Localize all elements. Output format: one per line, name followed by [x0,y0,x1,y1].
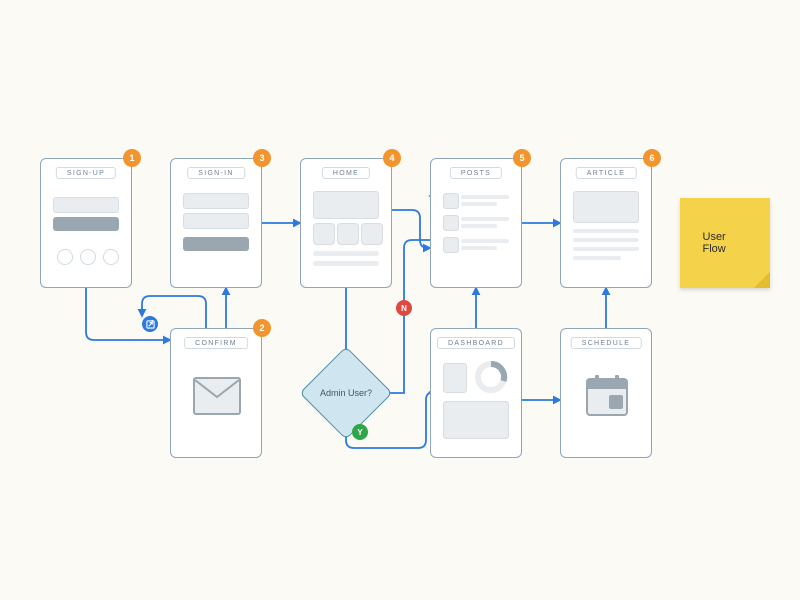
wf-block [443,401,509,439]
wf-button [183,237,249,251]
wf-line [461,217,509,221]
card-posts: POSTS [430,158,522,288]
card-schedule: SCHEDULE [560,328,652,458]
card-confirm: CONFIRM [170,328,262,458]
step-badge: 5 [513,149,531,167]
wf-line [461,202,497,206]
edge-home-to-posts [392,210,430,248]
edge-signup-to-confirm [86,288,170,340]
sticky-note: User Flow [680,198,770,288]
wf-thumb [443,237,459,253]
edge-badge-yes: Y [352,424,368,440]
wf-hero [313,191,379,219]
step-badge: 4 [383,149,401,167]
step-badge: 1 [123,149,141,167]
wf-hero [573,191,639,223]
wf-dot [80,249,96,265]
wf-line [573,229,639,233]
card-signup: SIGN-UP [40,158,132,288]
diagram-canvas: SIGN-UP SIGN-IN HOME POSTS ARTICLE [0,0,800,600]
wf-input [183,213,249,229]
card-title: SIGN-UP [56,167,116,179]
wf-dot [57,249,73,265]
donut-icon [473,359,509,395]
wf-line [461,239,509,243]
wf-line [573,256,621,260]
edge-badge-mail-icon [142,316,158,332]
card-article: ARTICLE [560,158,652,288]
wf-tile [313,223,335,245]
step-badge: 2 [253,319,271,337]
wf-tile [361,223,383,245]
card-title: SCHEDULE [571,337,642,349]
wf-thumb [443,215,459,231]
card-title: HOME [322,167,370,179]
card-dashboard: DASHBOARD [430,328,522,458]
card-title: POSTS [450,167,502,179]
card-title: SIGN-IN [187,167,245,179]
wf-line [573,247,639,251]
wf-thumb [443,193,459,209]
wf-input [183,193,249,209]
wf-line [573,238,639,242]
wf-button [53,217,119,231]
decision-admin-user: Admin User? [313,360,379,426]
wf-tile [337,223,359,245]
calendar-icon [585,373,629,417]
edge-badge-no: N [396,300,412,316]
wf-line [461,246,497,250]
card-title: CONFIRM [184,337,248,349]
step-badge: 6 [643,149,661,167]
wf-input [53,197,119,213]
mail-icon [193,377,241,415]
wf-line [313,251,379,256]
wf-line [461,195,509,199]
card-signin: SIGN-IN [170,158,262,288]
wf-thumb [443,363,467,393]
wf-line [461,224,497,228]
decision-label: Admin User? [320,388,372,398]
step-badge: 3 [253,149,271,167]
card-title: DASHBOARD [437,337,515,349]
wf-line [313,261,379,266]
card-title: ARTICLE [576,167,637,179]
card-home: HOME [300,158,392,288]
sticky-label: User Flow [703,231,748,255]
wf-dot [103,249,119,265]
